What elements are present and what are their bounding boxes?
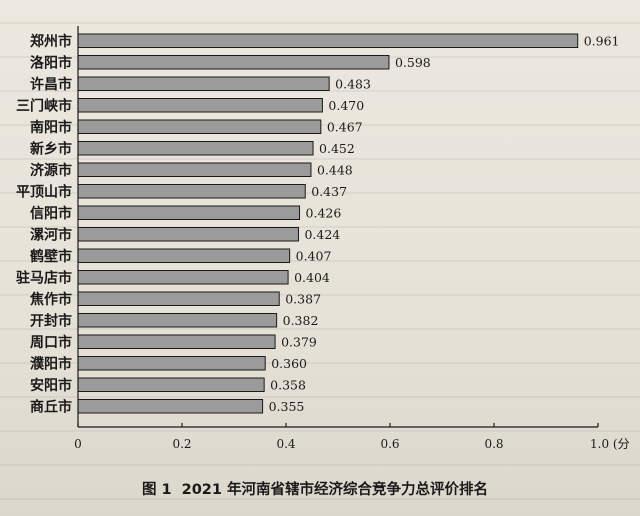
bar <box>77 205 301 220</box>
bar <box>77 162 312 177</box>
chart-caption: 图 1 2021 年河南省辖市经济综合竞争力总评价排名 <box>0 478 640 499</box>
bar-chart: 郑州市 0.961 洛阳市 0.598 许昌市 0.483 三门峡市 0.470 南阳市 0.46… <box>16 26 630 451</box>
category-label: 开封市 <box>30 312 72 329</box>
category-label: 许昌市 <box>30 76 72 93</box>
value-label: 0.483 <box>335 76 371 91</box>
figure-number: 图 1 <box>141 482 172 498</box>
value-label: 0.379 <box>281 334 317 349</box>
value-label: 0.448 <box>317 162 353 177</box>
category-label: 鹤壁市 <box>30 248 72 265</box>
value-label: 0.467 <box>327 119 363 134</box>
category-label: 安阳市 <box>30 377 72 394</box>
category-label: 南阳市 <box>30 119 72 136</box>
value-label: 0.382 <box>283 313 319 328</box>
value-label: 0.404 <box>294 270 330 285</box>
category-label: 焦作市 <box>29 291 72 308</box>
value-label: 0.470 <box>328 98 364 113</box>
bar <box>77 377 265 392</box>
bar <box>77 313 278 328</box>
bar <box>77 356 266 371</box>
bar <box>77 334 276 349</box>
value-label: 0.426 <box>306 205 342 220</box>
value-label: 0.358 <box>270 377 306 392</box>
bar <box>77 119 322 134</box>
category-label: 信阳市 <box>30 205 72 222</box>
category-label: 濮阳市 <box>30 355 72 372</box>
x-tick-label: 0.2 <box>172 437 191 451</box>
category-label: 济源市 <box>30 162 72 179</box>
bars-layer: 郑州市 0.961 洛阳市 0.598 许昌市 0.483 三门峡市 0.470 南阳市 0.46… <box>16 33 620 416</box>
x-tick-label: 0.4 <box>276 437 295 451</box>
bar <box>77 98 323 113</box>
bar <box>77 270 289 285</box>
x-tick-label: 0.8 <box>484 437 503 451</box>
category-label: 新乡市 <box>30 140 72 157</box>
value-label: 0.407 <box>296 248 332 263</box>
category-label: 周口市 <box>30 334 72 351</box>
x-tick-label: 0 <box>74 437 82 451</box>
category-label: 郑州市 <box>30 33 72 50</box>
x-tick-label: 1.0 (分 <box>590 437 630 451</box>
category-label: 平顶山市 <box>16 183 72 200</box>
x-tick-label: 0.6 <box>380 437 399 451</box>
bar <box>77 291 280 306</box>
value-label: 0.387 <box>285 291 321 306</box>
value-label: 0.961 <box>584 33 620 48</box>
axis-layer: 0 0.2 0.4 0.6 0.8 1.0 (分 <box>74 26 630 451</box>
chart-title: 2021 年河南省辖市经济综合竞争力总评价排名 <box>181 482 489 498</box>
value-label: 0.424 <box>304 227 340 242</box>
category-label: 洛阳市 <box>30 54 72 71</box>
value-label: 0.360 <box>271 356 307 371</box>
category-label: 漯河市 <box>30 226 72 243</box>
bar <box>77 76 330 91</box>
category-label: 三门峡市 <box>16 97 72 114</box>
bar <box>77 248 291 263</box>
bar <box>77 141 314 156</box>
value-label: 0.355 <box>269 399 305 414</box>
bar <box>77 33 579 48</box>
category-label: 驻马店市 <box>16 269 72 286</box>
value-label: 0.437 <box>311 184 347 199</box>
bar <box>77 227 299 242</box>
bar <box>77 399 264 414</box>
value-label: 0.598 <box>395 55 431 70</box>
category-label: 商丘市 <box>30 398 72 415</box>
bar <box>77 184 306 199</box>
bar <box>77 55 390 70</box>
value-label: 0.452 <box>319 141 355 156</box>
